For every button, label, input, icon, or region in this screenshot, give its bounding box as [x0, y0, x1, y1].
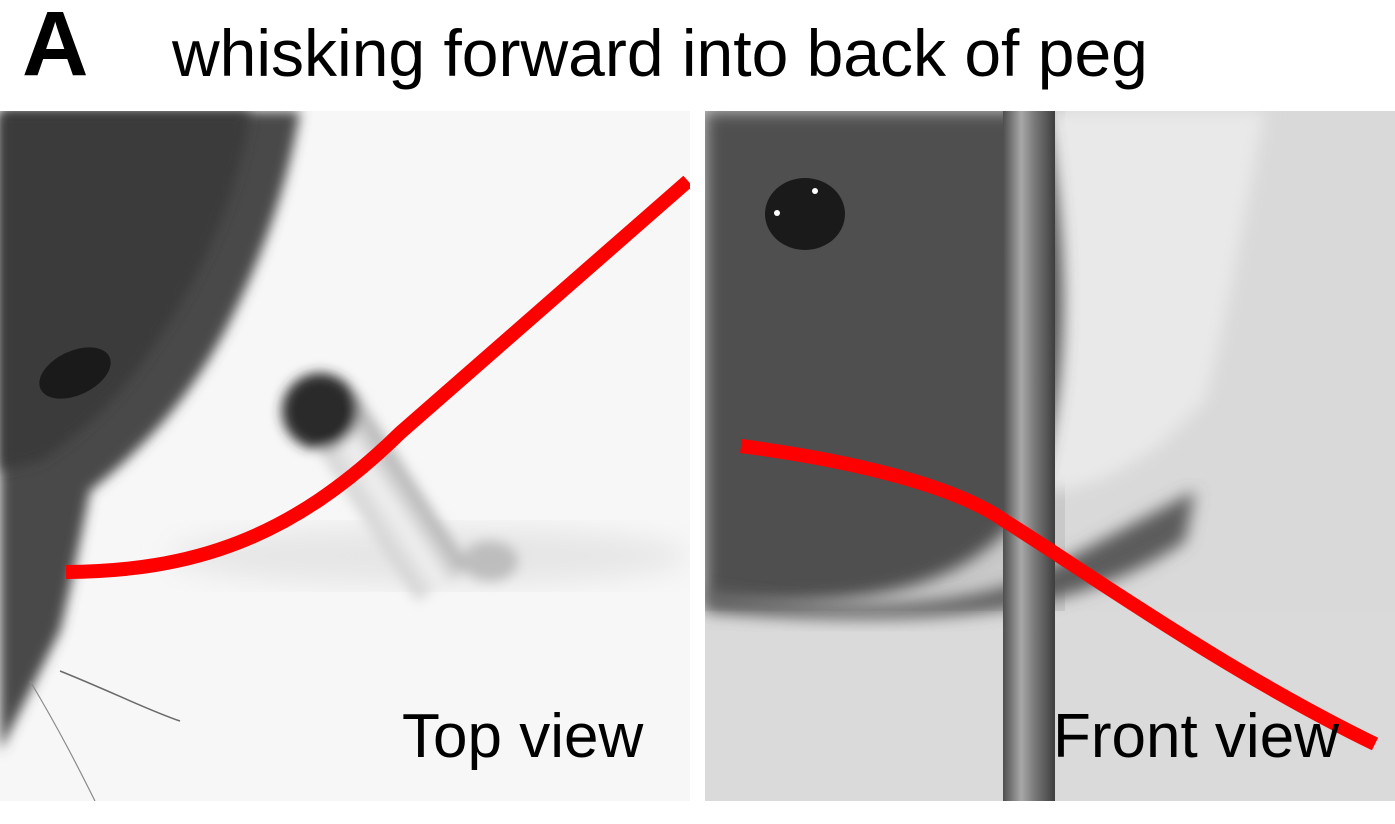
panel-letter: A [22, 0, 89, 95]
front-view-image [705, 111, 1395, 801]
figure-title: whisking forward into back of peg [172, 16, 1148, 90]
top-view-image [0, 111, 690, 801]
top-view-photo [0, 111, 690, 801]
top-view-label: Top view [402, 702, 644, 771]
front-view-label: Front view [1053, 702, 1339, 771]
top-view-whisker-trace [65, 175, 690, 579]
front-view-whisker-trace [740, 439, 1379, 751]
peg-rod [1003, 111, 1055, 801]
front-view-photo [705, 111, 1395, 801]
